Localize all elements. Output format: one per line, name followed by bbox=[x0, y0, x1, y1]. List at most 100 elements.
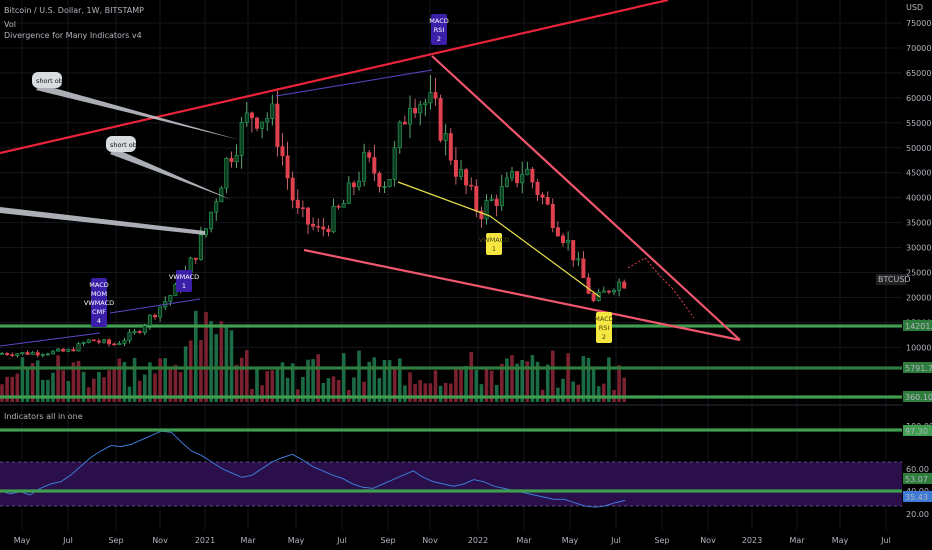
divergence-tag-text: MACD bbox=[89, 281, 108, 289]
candle-body bbox=[525, 168, 530, 175]
volume-bar bbox=[204, 312, 208, 402]
candle-body bbox=[35, 352, 40, 356]
candle-body bbox=[209, 211, 214, 230]
candle-body bbox=[606, 290, 611, 293]
time-axis-tick: May bbox=[832, 536, 849, 545]
time-axis-tick: Jul bbox=[880, 536, 891, 545]
volume-bar bbox=[454, 366, 458, 402]
time-axis-tick: Nov bbox=[422, 536, 438, 545]
volume-bar bbox=[336, 380, 341, 402]
volume-bar bbox=[357, 350, 361, 402]
volume-bar bbox=[428, 383, 433, 402]
volume-bar bbox=[433, 370, 438, 402]
volume-bar bbox=[413, 384, 417, 402]
volume-bar bbox=[316, 354, 320, 402]
volume-bar bbox=[71, 362, 76, 402]
candle-body bbox=[76, 343, 81, 352]
volume-bar bbox=[137, 380, 142, 402]
candle-body bbox=[158, 306, 163, 318]
volume-bar bbox=[5, 376, 9, 402]
volume-bar bbox=[398, 358, 402, 402]
time-axis-tick: Mar bbox=[516, 536, 532, 545]
candle-body bbox=[142, 325, 147, 333]
volume-bar bbox=[51, 372, 55, 402]
volume-bar bbox=[551, 350, 555, 402]
volume-bar bbox=[525, 361, 530, 402]
time-axis-tick: 2023 bbox=[742, 536, 762, 545]
short-ob-pointer bbox=[36, 84, 240, 140]
volume-bar bbox=[423, 383, 428, 402]
candle-body bbox=[15, 353, 20, 356]
candle-body bbox=[474, 185, 479, 212]
volume-bar bbox=[438, 385, 443, 402]
candle-body bbox=[280, 146, 285, 157]
projection-line bbox=[683, 303, 695, 319]
volume-bar bbox=[535, 361, 540, 402]
volume-bar bbox=[484, 368, 489, 402]
volume-bar bbox=[352, 377, 356, 402]
volume-bar bbox=[617, 365, 621, 402]
divergence-tag bbox=[486, 233, 502, 255]
volume-bar bbox=[112, 368, 116, 402]
candle-body bbox=[214, 201, 219, 213]
candle-body bbox=[0, 353, 5, 355]
short-ob-label: short ob bbox=[110, 141, 137, 149]
volume-bar bbox=[382, 359, 387, 402]
candle-body bbox=[305, 207, 310, 225]
short-ob-bubble bbox=[32, 72, 62, 88]
candle-body bbox=[346, 182, 351, 204]
volume-bar bbox=[561, 378, 565, 402]
time-axis-tick: May bbox=[288, 536, 305, 545]
volume-bar bbox=[61, 370, 65, 402]
volume-bar bbox=[188, 340, 193, 402]
candle-body bbox=[464, 169, 469, 186]
candle-body bbox=[40, 354, 45, 356]
candle-body bbox=[494, 198, 499, 207]
time-axis-tick: Jul bbox=[62, 536, 73, 545]
candle-body bbox=[30, 352, 35, 355]
candle-body bbox=[423, 102, 428, 106]
divergence-tag-text: CMF bbox=[92, 308, 106, 316]
rsi-axis-tick: 20.00 bbox=[906, 510, 929, 519]
candle-body bbox=[10, 354, 15, 356]
currency-label: USD bbox=[906, 3, 923, 12]
divergence-tag-text: VWMACD bbox=[169, 273, 199, 281]
volume-bar bbox=[153, 373, 157, 402]
candle-body bbox=[295, 199, 300, 209]
volume-bar bbox=[479, 384, 484, 402]
volume-bar bbox=[255, 367, 259, 402]
time-axis-tick: Nov bbox=[152, 536, 168, 545]
level-price-label: 14201.4 bbox=[905, 322, 932, 331]
divergence-tag-text: RSI bbox=[599, 324, 610, 332]
time-axis-tick: 2022 bbox=[468, 536, 488, 545]
volume-bar bbox=[260, 385, 264, 402]
volume-bar bbox=[331, 376, 336, 402]
price-axis-tick: 10000.00 bbox=[906, 343, 932, 352]
volume-bar bbox=[591, 368, 596, 402]
volume-bar bbox=[362, 381, 366, 402]
volume-bar bbox=[143, 374, 147, 402]
divergence-tag-text: MOM bbox=[91, 290, 107, 298]
btcusd-tag-bg bbox=[876, 274, 906, 285]
time-axis-tick: Sep bbox=[654, 536, 669, 545]
candle-body bbox=[341, 203, 346, 208]
volume-bar bbox=[341, 353, 346, 402]
support-level-line bbox=[0, 324, 902, 328]
y-axis-bg bbox=[903, 0, 932, 550]
candle-body bbox=[397, 121, 402, 149]
divergence-line-blue-3 bbox=[0, 332, 101, 347]
candle-body bbox=[153, 314, 158, 318]
volume-bar bbox=[173, 364, 178, 402]
level-price-label-bg bbox=[903, 320, 932, 331]
candle-body bbox=[45, 353, 50, 356]
volume-bar bbox=[224, 324, 229, 402]
projection-line bbox=[671, 287, 685, 305]
candle-body bbox=[50, 350, 55, 355]
candle-body bbox=[530, 168, 535, 183]
candle-body bbox=[392, 147, 397, 180]
volume-bar bbox=[581, 356, 586, 402]
volume-bar bbox=[586, 357, 591, 402]
volume-bar bbox=[86, 387, 91, 402]
divergence-tag bbox=[91, 278, 107, 327]
support-level-line bbox=[0, 395, 902, 399]
